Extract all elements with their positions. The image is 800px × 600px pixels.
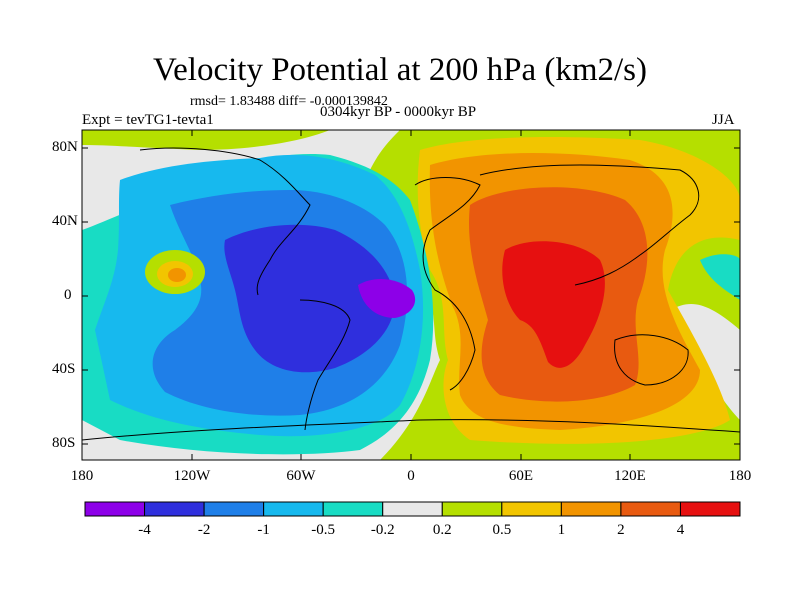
colorbar-label: 1	[557, 522, 566, 538]
colorbar-swatch	[620, 501, 681, 517]
colorbar-swatch	[501, 501, 562, 517]
europe-africa-outline	[414, 177, 481, 391]
lon-tick-label: 120E	[614, 468, 646, 484]
lon-tick-label: 0	[407, 468, 415, 484]
australia-outline	[614, 334, 689, 386]
colorbar-swatch	[560, 501, 622, 517]
colorbar-label: 4	[676, 522, 685, 538]
colorbar-swatch	[441, 501, 503, 517]
negative-field-4	[358, 278, 416, 318]
lon-tick-label: 180	[728, 468, 752, 484]
lat-tick-label: 40N	[52, 213, 78, 229]
axis-ticks	[81, 130, 741, 460]
colorbar-label: 2	[617, 522, 625, 538]
coastlines	[82, 147, 740, 441]
colorbar-label: 0.5	[492, 522, 512, 538]
colorbar-swatch	[84, 501, 146, 517]
lon-tick-label: 60W	[286, 468, 316, 484]
asia-outline	[479, 164, 700, 286]
colorbar-label: 0.2	[432, 522, 452, 538]
positive-field-4	[502, 241, 605, 368]
lon-tick-label: 120W	[173, 468, 211, 484]
time-period-label: 0304kyr BP - 0000kyr BP	[320, 104, 477, 120]
colorbar-label: -0.5	[311, 522, 336, 538]
experiment-label: Expt = tevTG1-tevta1	[82, 112, 214, 128]
colorbar	[84, 501, 741, 517]
arctic-positive-west	[82, 130, 330, 150]
lon-tick-label: 60E	[508, 468, 534, 484]
colorbar-label: -1	[257, 522, 270, 538]
north-pacific-positive-core	[168, 268, 186, 282]
colorbar-swatch	[322, 501, 384, 517]
colorbar-swatch	[679, 501, 741, 517]
colorbar-swatch	[203, 501, 265, 517]
lat-tick-label: 80S	[52, 435, 76, 451]
season-label: JJA	[712, 112, 735, 128]
colorbar-swatch	[263, 501, 324, 517]
east-pacific-negative	[700, 254, 740, 300]
colorbar-label: -4	[138, 522, 151, 538]
lat-tick-label: 40S	[52, 361, 76, 377]
map-title: Velocity Potential at 200 hPa (km2/s)	[152, 52, 648, 88]
north-america-outline	[139, 147, 311, 296]
negative-field-2	[224, 224, 395, 373]
colorbar-swatch	[382, 501, 443, 517]
colorbar-swatch	[144, 501, 205, 517]
lon-tick-label: 180	[70, 468, 94, 484]
lat-tick-label: 0	[64, 287, 72, 303]
antarctica-outline	[82, 419, 740, 441]
colorbar-label: -2	[197, 522, 211, 538]
colorbar-label: -0.2	[370, 522, 395, 538]
rmsd-diff-stats: rmsd= 1.83488 diff= -0.000139842	[190, 94, 388, 109]
south-america-outline	[299, 299, 351, 431]
lat-tick-label: 80N	[52, 139, 78, 155]
